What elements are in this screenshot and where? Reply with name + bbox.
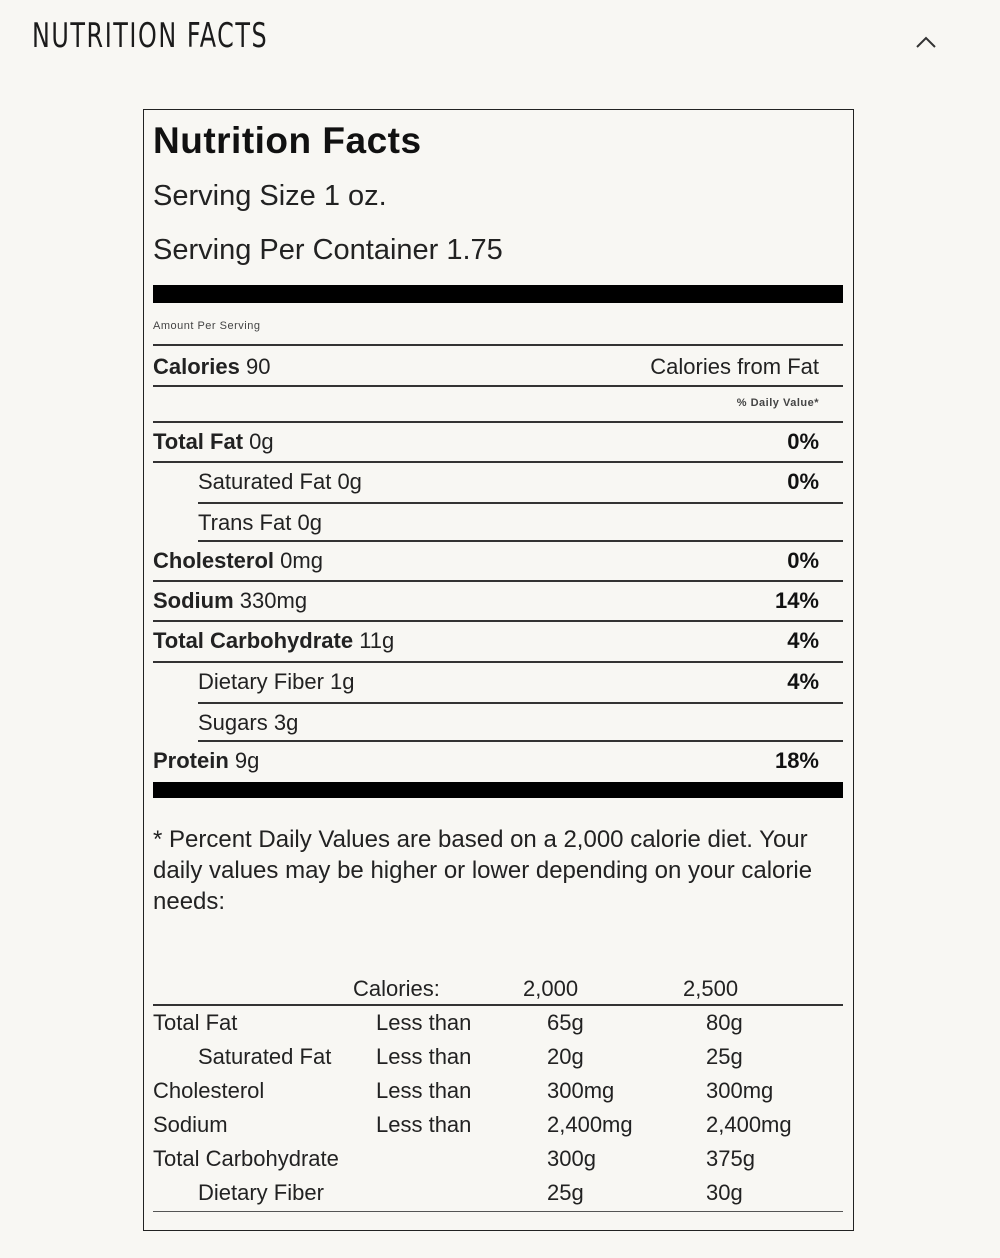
section-title: NUTRITION FACTS: [32, 16, 269, 56]
dv-nutrient-name: Dietary Fiber: [198, 1180, 324, 1205]
divider: [153, 620, 843, 622]
divider: [153, 661, 843, 663]
divider: [198, 502, 843, 504]
nutrient-amount: 11g: [359, 628, 395, 653]
nutrient-amount: 0g: [337, 469, 362, 494]
divider: [153, 1004, 843, 1006]
dv-value-2500: 30g: [706, 1180, 743, 1205]
nutrient-name: Sodium: [153, 588, 234, 613]
divider: [198, 740, 843, 742]
divider: [153, 344, 843, 346]
nutrient-name: Protein: [153, 748, 229, 773]
amount-per-serving: Amount Per Serving: [153, 320, 261, 332]
dv-value-2000: 20g: [547, 1044, 584, 1069]
nutrient-amount: 0g: [297, 510, 322, 535]
chevron-up-icon[interactable]: [914, 33, 938, 51]
dv-nutrient-name: Total Fat: [153, 1010, 238, 1035]
dv-value-2500: 80g: [706, 1010, 743, 1035]
dv-nutrient-name: Total Carbohydrate: [153, 1146, 339, 1171]
dv-qualifier: Less than: [376, 1044, 472, 1069]
dv-qualifier: Less than: [376, 1078, 472, 1103]
nutrient-amount: 1g: [330, 669, 355, 694]
nutrient-row: Trans Fat 0g: [198, 510, 322, 536]
calories-from-fat: Calories from Fat: [650, 354, 819, 379]
dv-value-2500: 300mg: [706, 1078, 774, 1103]
dv-value-2500: 2,400mg: [706, 1112, 792, 1137]
dv-value-2000: 300g: [547, 1146, 596, 1171]
nutrient-amount: 0mg: [280, 548, 323, 573]
dv-value-2000: 65g: [547, 1010, 584, 1035]
daily-value-percent: 0%: [787, 548, 819, 573]
divider: [153, 461, 843, 463]
nutrient-amount: 3g: [273, 710, 299, 735]
nutrient-row: Sodium 330mg: [153, 588, 307, 614]
nutrient-name: Sugars: [198, 710, 268, 735]
daily-value-percent: 0%: [787, 469, 819, 494]
calories-value: 90: [245, 354, 271, 379]
nutrient-name: Total Carbohydrate: [153, 628, 354, 653]
nutrient-row: Sugars 3g: [198, 710, 298, 736]
dv-qualifier: Less than: [376, 1010, 472, 1035]
nutrition-section-header[interactable]: NUTRITION FACTS: [0, 0, 1000, 80]
nutrient-row: Protein 9g: [153, 748, 259, 774]
dv-col2-header: 2,500: [683, 976, 739, 1001]
nutrient-name: Trans Fat: [198, 510, 292, 535]
nutrient-row: Dietary Fiber 1g: [198, 669, 355, 695]
nutrient-row: Total Fat 0g: [153, 429, 274, 455]
nutrient-amount: 330mg: [239, 588, 308, 613]
daily-value-header: % Daily Value*: [736, 397, 819, 409]
dv-nutrient-name: Saturated Fat: [198, 1044, 332, 1069]
thick-divider: [153, 285, 843, 303]
thick-divider: [153, 782, 843, 798]
label-title: Nutrition Facts: [153, 120, 422, 161]
dv-qualifier: Less than: [376, 1112, 472, 1137]
dv-calories-label: Calories:: [353, 976, 440, 1001]
servings-per-container: Serving Per Container 1.75: [153, 234, 503, 266]
nutrient-row: Saturated Fat 0g: [198, 469, 362, 495]
divider: [153, 421, 843, 423]
dv-value-2500: 375g: [706, 1146, 755, 1171]
nutrient-amount: 0g: [249, 429, 274, 454]
dv-nutrient-name: Sodium: [153, 1112, 228, 1137]
nutrient-row: Total Carbohydrate 11g: [153, 628, 394, 654]
divider: [153, 385, 843, 387]
dv-col1-header: 2,000: [523, 976, 579, 1001]
daily-value-percent: 4%: [787, 669, 819, 694]
footnote: * Percent Daily Values are based on a 2,…: [153, 826, 813, 915]
nutrient-row: Cholesterol 0mg: [153, 548, 323, 574]
divider: [153, 580, 843, 582]
nutrient-name: Total Fat: [153, 429, 244, 454]
nutrient-name: Saturated Fat: [198, 469, 332, 494]
daily-value-percent: 4%: [787, 628, 819, 653]
dv-value-2500: 25g: [706, 1044, 743, 1069]
divider: [198, 540, 843, 542]
dv-nutrient-name: Cholesterol: [153, 1078, 265, 1103]
daily-value-percent: 14%: [774, 588, 819, 613]
calories-row: Calories 90: [153, 354, 270, 380]
daily-value-percent: 0%: [787, 429, 819, 454]
nutrient-amount: 9g: [234, 748, 260, 773]
calories-label: Calories: [153, 354, 240, 379]
nutrient-name: Dietary Fiber: [198, 669, 324, 694]
daily-value-percent: 18%: [774, 748, 819, 773]
dv-value-2000: 2,400mg: [547, 1112, 633, 1137]
nutrient-name: Cholesterol: [153, 548, 275, 573]
dv-value-2000: 300mg: [547, 1078, 615, 1103]
dv-value-2000: 25g: [547, 1180, 584, 1205]
serving-size: Serving Size 1 oz.: [153, 180, 387, 212]
divider: [198, 702, 843, 704]
divider: [153, 1211, 843, 1212]
